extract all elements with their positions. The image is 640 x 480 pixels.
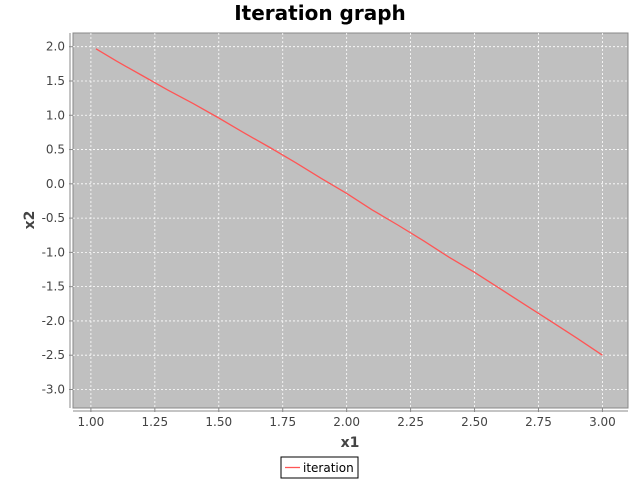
x-tick-label: 1.25 [141,415,168,429]
y-tick-label: 0.0 [46,177,65,191]
y-tick-label: -2.0 [42,314,65,328]
y-tick-label: 2.0 [46,40,65,54]
grid-lines [73,33,628,408]
x-axis-ticks: 1.00 1.25 1.50 1.75 2.00 2.25 2.50 2.75 3.00 [73,408,628,429]
y-axis-ticks: 2.0 1.5 1.0 0.5 0.0 -0.5 -1.0 -1.5 -2.0 -2.5 -3.0 [42,33,73,408]
series-line-iteration [95,48,603,356]
x-tick-label: 3.00 [589,415,616,429]
y-tick-label: -2.5 [42,348,65,362]
x-axis-label: x1 [341,435,360,451]
x-tick-label: 2.50 [461,415,488,429]
y-tick-label: -0.5 [42,211,65,225]
legend-label: iteration [303,461,354,475]
x-tick-label: 2.25 [397,415,424,429]
legend-box [280,456,359,479]
x-tick-label: 2.75 [525,415,552,429]
plot-area [72,32,629,409]
series-group [95,48,603,356]
y-tick-label: -3.0 [42,382,65,396]
y-tick-label: 1.5 [46,74,65,88]
y-tick-label: -1.0 [42,245,65,259]
y-tick-label: -1.5 [42,280,65,294]
y-tick-label: 0.5 [46,143,65,157]
legend: iteration [280,456,359,479]
x-tick-label: 1.50 [205,415,232,429]
x-tick-label: 1.00 [78,415,105,429]
y-axis-label: x2 [22,211,38,230]
x-tick-label: 1.75 [269,415,296,429]
x-tick-label: 2.00 [333,415,360,429]
chart-title: Iteration graph [234,1,406,25]
y-tick-label: 1.0 [46,108,65,122]
